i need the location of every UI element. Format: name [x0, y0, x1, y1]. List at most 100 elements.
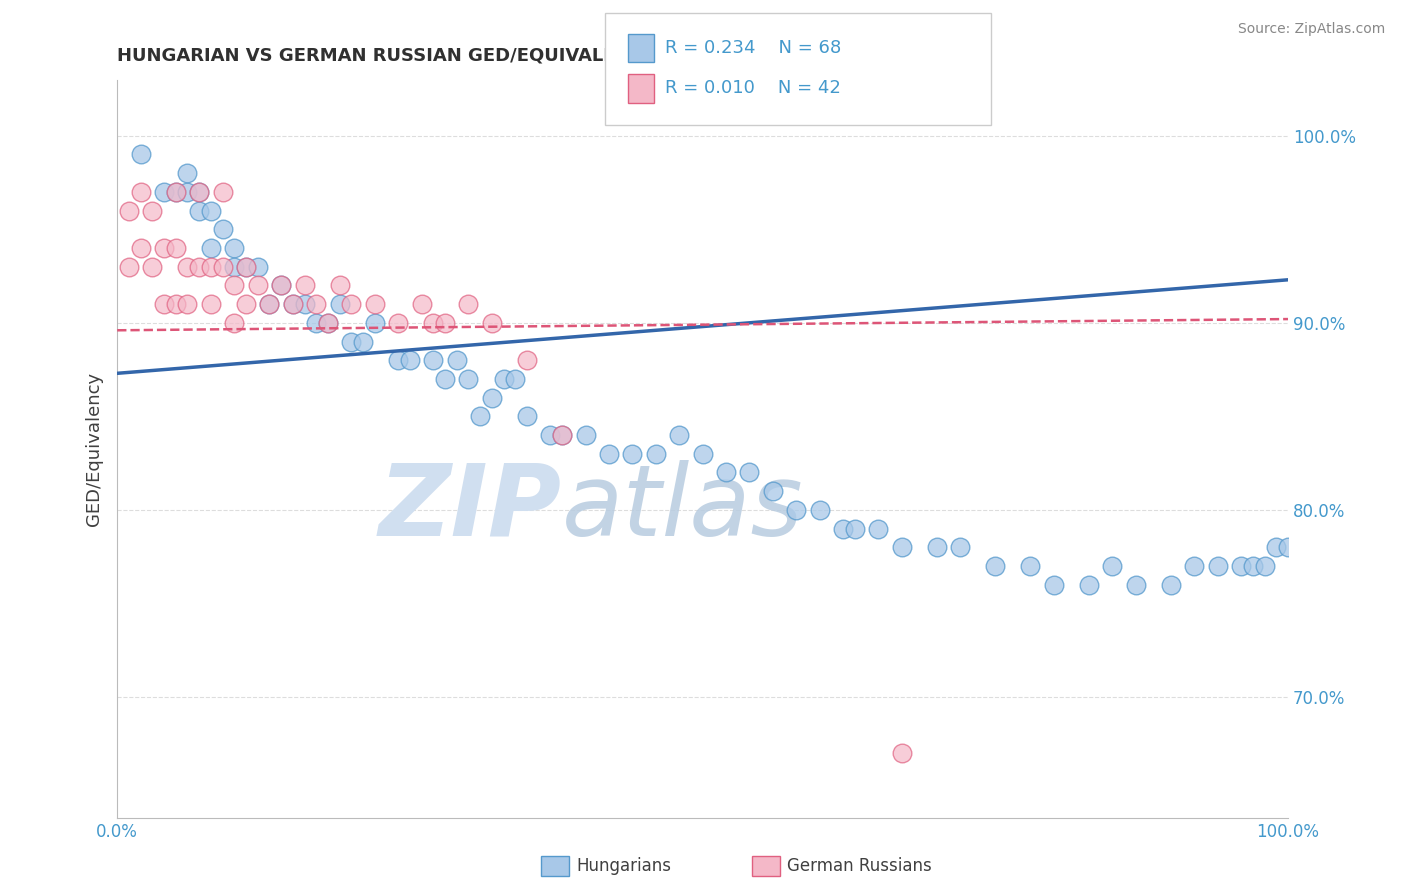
Point: [364, 316, 387, 330]
Point: [165, 297, 187, 311]
Point: [129, 147, 152, 161]
Point: [844, 522, 866, 536]
Point: [738, 466, 761, 480]
Point: [832, 522, 855, 536]
Point: [165, 241, 187, 255]
Text: German Russians: German Russians: [787, 857, 932, 875]
Text: HUNGARIAN VS GERMAN RUSSIAN GED/EQUIVALENCY CORRELATION CHART: HUNGARIAN VS GERMAN RUSSIAN GED/EQUIVALE…: [117, 46, 879, 64]
Point: [516, 353, 538, 368]
Point: [1043, 577, 1066, 591]
Point: [868, 522, 890, 536]
Point: [644, 447, 666, 461]
Point: [1019, 558, 1042, 573]
Point: [481, 391, 503, 405]
Point: [925, 541, 948, 555]
Point: [118, 203, 141, 218]
Point: [188, 203, 211, 218]
Point: [259, 297, 281, 311]
Point: [364, 297, 387, 311]
Point: [141, 260, 163, 274]
Point: [165, 185, 187, 199]
Point: [468, 409, 491, 424]
Text: R = 0.010    N = 42: R = 0.010 N = 42: [665, 79, 841, 97]
Point: [259, 297, 281, 311]
Point: [890, 746, 912, 760]
Point: [176, 166, 198, 180]
Point: [984, 558, 1007, 573]
Point: [141, 203, 163, 218]
Point: [246, 260, 269, 274]
Point: [200, 241, 222, 255]
Point: [434, 372, 457, 386]
Point: [481, 316, 503, 330]
Point: [270, 278, 292, 293]
Point: [281, 297, 304, 311]
Point: [551, 428, 574, 442]
Point: [340, 334, 363, 349]
Point: [692, 447, 714, 461]
Point: [188, 260, 211, 274]
Point: [224, 241, 246, 255]
Point: [1078, 577, 1101, 591]
Point: [387, 316, 409, 330]
Text: Hungarians: Hungarians: [576, 857, 672, 875]
Point: [153, 185, 176, 199]
Point: [118, 260, 141, 274]
Point: [270, 278, 292, 293]
Point: [446, 353, 468, 368]
Point: [200, 297, 222, 311]
Point: [200, 203, 222, 218]
Point: [352, 334, 374, 349]
Point: [305, 316, 328, 330]
Point: [340, 297, 363, 311]
Text: R = 0.234    N = 68: R = 0.234 N = 68: [665, 39, 841, 57]
Point: [281, 297, 304, 311]
Point: [551, 428, 574, 442]
Point: [1125, 577, 1147, 591]
Point: [714, 466, 737, 480]
Point: [1206, 558, 1229, 573]
Point: [329, 297, 352, 311]
Point: [176, 260, 198, 274]
Point: [890, 541, 912, 555]
Text: atlas: atlas: [562, 459, 804, 557]
Point: [1265, 541, 1288, 555]
Point: [176, 185, 198, 199]
Point: [399, 353, 422, 368]
Point: [1230, 558, 1253, 573]
Point: [1182, 558, 1205, 573]
Point: [668, 428, 690, 442]
Point: [294, 297, 316, 311]
Point: [176, 297, 198, 311]
Point: [1241, 558, 1264, 573]
Point: [808, 503, 831, 517]
Point: [235, 260, 257, 274]
Point: [762, 484, 785, 499]
Point: [503, 372, 526, 386]
Point: [422, 316, 444, 330]
Text: ZIP: ZIP: [380, 459, 562, 557]
Point: [1277, 541, 1299, 555]
Point: [246, 278, 269, 293]
Point: [434, 316, 457, 330]
Point: [457, 297, 479, 311]
Point: [165, 185, 187, 199]
Point: [294, 278, 316, 293]
Point: [224, 316, 246, 330]
Point: [211, 185, 233, 199]
Point: [316, 316, 339, 330]
Point: [329, 278, 352, 293]
Point: [224, 278, 246, 293]
Point: [224, 260, 246, 274]
Point: [200, 260, 222, 274]
Point: [235, 297, 257, 311]
Point: [305, 297, 328, 311]
Point: [316, 316, 339, 330]
Point: [422, 353, 444, 368]
Point: [949, 541, 972, 555]
Point: [129, 241, 152, 255]
Point: [598, 447, 620, 461]
Point: [785, 503, 807, 517]
Point: [129, 185, 152, 199]
Point: [387, 353, 409, 368]
